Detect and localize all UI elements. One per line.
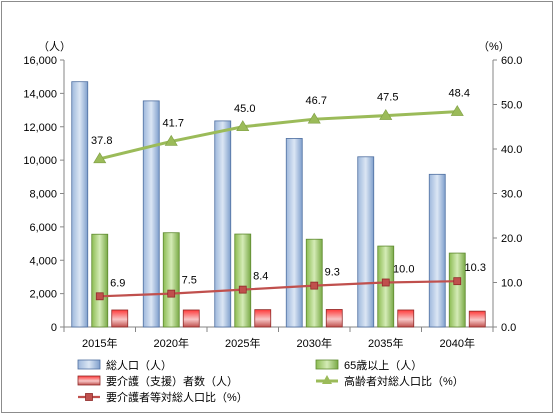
right-tick-label: 60.0: [501, 55, 522, 67]
marker-elderly-ratio: [450, 105, 464, 116]
left-tick-label: 4,000: [29, 255, 57, 267]
bar-total-population: [357, 156, 375, 328]
left-tick-label: 12,000: [23, 122, 57, 134]
x-tick-label: 2035年: [368, 336, 403, 350]
legend-box: [74, 357, 484, 409]
data-label-elderly-ratio: 47.5: [377, 92, 398, 104]
bar-total-population: [71, 81, 89, 328]
data-label-care-ratio: 7.5: [182, 275, 197, 287]
x-tick-label: 2040年: [440, 336, 475, 350]
bar-total-population: [285, 138, 303, 328]
bar-care-needed: [182, 309, 200, 328]
data-label-care-ratio: 6.9: [110, 277, 125, 289]
legend-label-age65-plus: 65歳以上（人）: [344, 359, 422, 372]
data-label-care-ratio: 10.3: [465, 262, 486, 274]
legend-swatch-total-population: [77, 359, 101, 370]
left-tick-label: 10,000: [23, 155, 57, 167]
left-tick-label: 16,000: [23, 55, 57, 67]
data-label-elderly-ratio: 45.0: [234, 103, 255, 115]
data-label-elderly-ratio: 48.4: [449, 88, 470, 100]
marker-elderly-ratio: [307, 112, 321, 124]
data-label-elderly-ratio: 46.7: [306, 95, 327, 107]
bar-total-population: [428, 173, 446, 328]
data-label-elderly-ratio: 37.8: [91, 135, 112, 147]
bar-care-needed: [325, 309, 343, 328]
bar-age65-plus: [234, 233, 252, 328]
marker-elderly-ratio: [379, 109, 393, 120]
bar-age65-plus: [448, 252, 466, 328]
left-tick-label: 2,000: [29, 289, 57, 301]
left-tick-label: 14,000: [23, 88, 57, 100]
legend-marker-elderly-ratio: [322, 375, 332, 384]
marker-elderly-ratio: [164, 134, 178, 146]
x-tick-label: 2025年: [225, 336, 260, 350]
line-elderly-ratio: [99, 110, 458, 161]
right-tick-label: 0.0: [501, 322, 516, 334]
bar-age65-plus: [162, 232, 180, 328]
marker-care-ratio: [167, 289, 176, 298]
data-label-care-ratio: 8.4: [253, 271, 268, 283]
right-axis-unit: （%）: [478, 40, 510, 53]
right-tick-label: 10.0: [501, 278, 522, 290]
legend-marker-care-ratio: [85, 393, 93, 401]
line-care-ratio: [99, 280, 458, 298]
bar-total-population: [214, 120, 232, 328]
bar-age65-plus: [91, 233, 109, 328]
marker-care-ratio: [95, 292, 104, 301]
marker-care-ratio: [453, 277, 462, 286]
right-tick-label: 50.0: [501, 100, 522, 112]
left-tick-label: 0: [51, 322, 57, 334]
legend-label-care-needed: 要介護（支援）者数（人）: [106, 374, 238, 388]
bar-care-needed: [468, 310, 486, 328]
legend-swatch-care-needed: [77, 375, 101, 386]
x-tick-label: 2030年: [297, 336, 332, 350]
bar-total-population: [142, 100, 160, 328]
data-label-care-ratio: 9.3: [325, 267, 340, 279]
right-tick-label: 20.0: [501, 233, 522, 245]
marker-care-ratio: [310, 281, 319, 290]
legend-label-total-population: 総人口（人）: [106, 358, 172, 372]
marker-care-ratio: [238, 285, 247, 294]
data-label-care-ratio: 10.0: [393, 264, 414, 276]
left-tick-label: 6,000: [29, 222, 57, 234]
legend-label-care-ratio: 要介護者等対総人口比（%）: [106, 390, 248, 404]
left-axis-unit: （人）: [38, 40, 71, 53]
marker-elderly-ratio: [93, 152, 107, 164]
bar-care-needed: [397, 309, 415, 328]
legend-label-elderly-ratio: 高齢者対総人口比（%）: [344, 374, 464, 388]
bar-care-needed: [254, 309, 272, 328]
left-tick-label: 8,000: [29, 189, 57, 201]
x-tick-label: 2015年: [82, 336, 117, 350]
legend-swatch-age65-plus: [315, 359, 339, 370]
marker-elderly-ratio: [236, 120, 250, 132]
bar-age65-plus: [377, 245, 395, 328]
marker-care-ratio: [381, 278, 390, 287]
data-label-elderly-ratio: 41.7: [163, 117, 184, 129]
bar-care-needed: [111, 309, 129, 328]
right-tick-label: 40.0: [501, 144, 522, 156]
right-tick-label: 30.0: [501, 189, 522, 201]
x-tick-label: 2020年: [154, 336, 189, 350]
